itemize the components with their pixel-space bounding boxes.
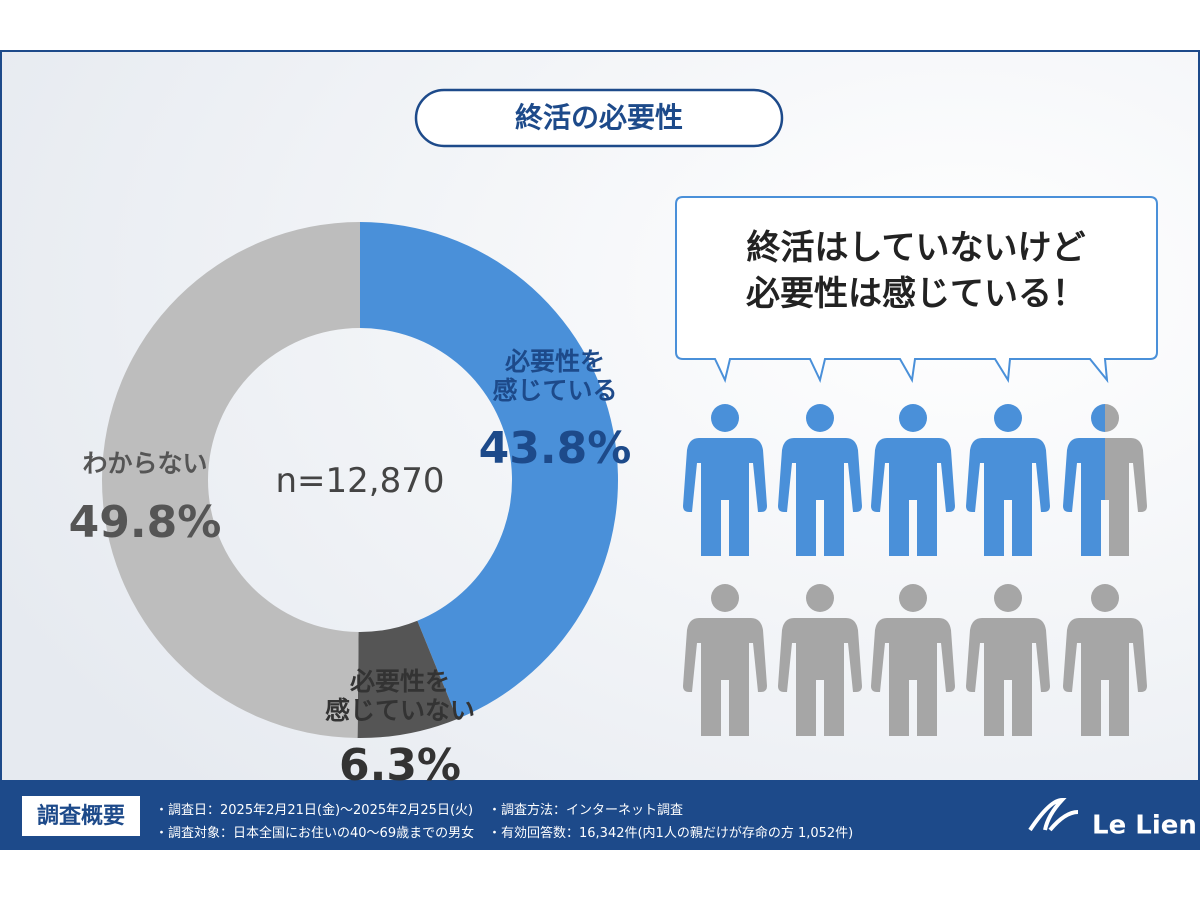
footer-item: ・調査日：2025年2月21日(金)～2025年2月25日(火) [155, 803, 474, 818]
center-label: n=12,870 [275, 461, 445, 501]
value-label: 43.8% [478, 423, 632, 475]
category-label: 必要性を 感じていない [324, 667, 475, 726]
footer-item: ・調査対象：日本全国にお住いの40～69歳までの男女 [155, 826, 475, 841]
slice-label: 必要性を 感じている 43.8% [470, 330, 640, 493]
slice [101, 221, 361, 738]
brand: Le Lien [1092, 811, 1197, 841]
category-label: 必要性を 感じている [492, 347, 618, 406]
slice-label: わからない 49.8% [60, 432, 230, 567]
footer-band [0, 780, 1200, 850]
logo-mark [1028, 797, 1079, 832]
callout: 終活はしていないけど 必要性は感じている！ [746, 228, 1086, 314]
donut [101, 221, 619, 738]
footer-heading-box [22, 796, 140, 836]
footer-heading: 調査概要 [37, 803, 125, 829]
title-pill [414, 88, 784, 148]
category-label: わからない [82, 449, 208, 479]
slice-label: 必要性を 感じていない 6.3% [310, 650, 490, 807]
slice [360, 222, 619, 719]
value-label: 49.8% [68, 496, 222, 548]
slice [357, 620, 458, 738]
footer-item: ・調査方法：インターネット調査 [488, 803, 684, 818]
value-label: 6.3% [338, 740, 462, 792]
speech-bubble [675, 196, 1158, 384]
footer-item: ・有効回答数：16,342件(内1人の親だけが存命の方 1,052件) [488, 826, 854, 841]
title: 終活の必要性 [515, 101, 683, 134]
